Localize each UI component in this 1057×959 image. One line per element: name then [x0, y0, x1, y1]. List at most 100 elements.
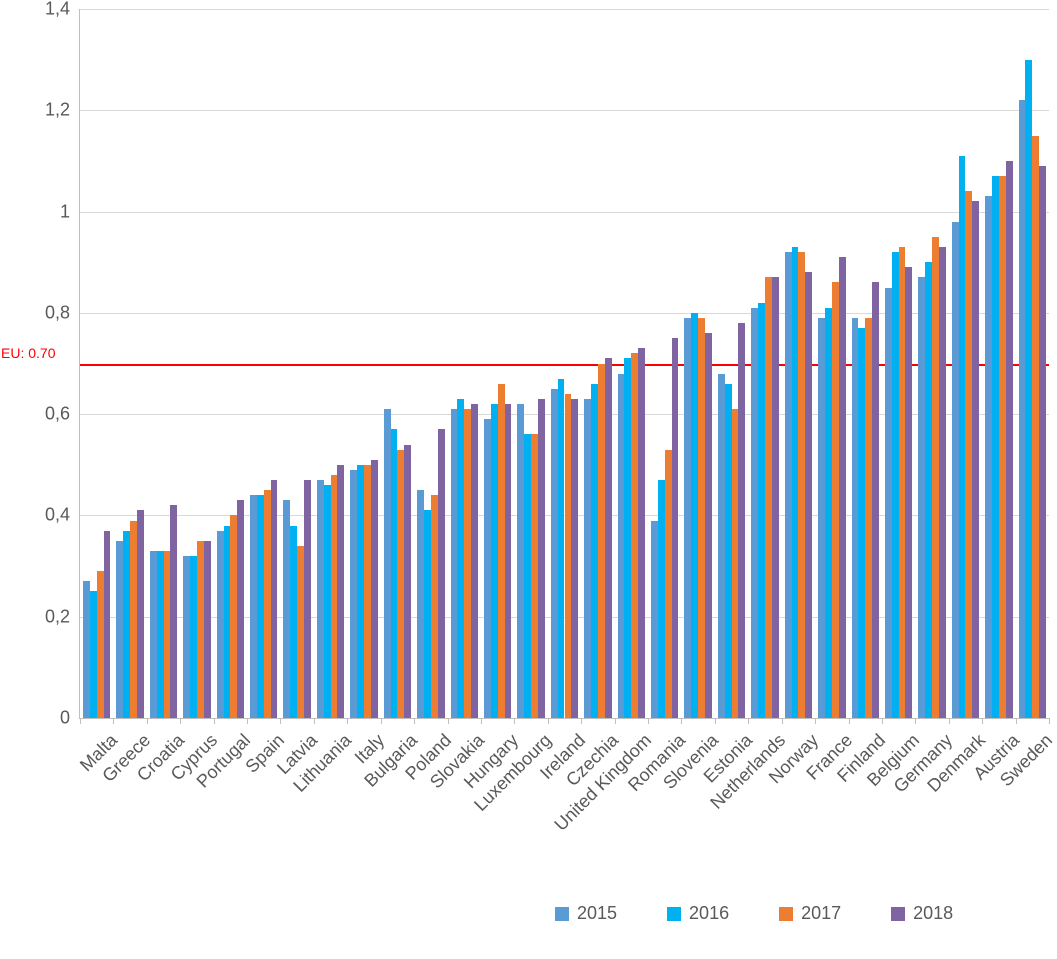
- bar: [424, 510, 431, 718]
- bar: [197, 541, 204, 718]
- xtick-mark: [414, 718, 415, 724]
- legend-label: 2015: [577, 903, 617, 924]
- bar: [1032, 136, 1039, 718]
- gridline: [80, 110, 1049, 111]
- bar: [565, 394, 572, 718]
- bar: [290, 526, 297, 718]
- xtick-mark: [147, 718, 148, 724]
- bar: [183, 556, 190, 718]
- bar: [598, 364, 605, 719]
- bar: [905, 267, 912, 718]
- bar: [97, 571, 104, 718]
- bar: [858, 328, 865, 718]
- ytick-label: 0,6: [25, 404, 70, 425]
- bar: [1025, 60, 1032, 718]
- bar: [551, 389, 558, 718]
- xtick-mark: [514, 718, 515, 724]
- legend-item: 2017: [779, 903, 841, 924]
- bar: [137, 510, 144, 718]
- bar: [832, 282, 839, 718]
- bar: [257, 495, 264, 718]
- bar: [357, 465, 364, 718]
- chart-legend: 2015201620172018: [555, 903, 953, 924]
- bar: [324, 485, 331, 718]
- bar: [123, 531, 130, 718]
- legend-swatch: [779, 907, 793, 921]
- bar: [484, 419, 491, 718]
- bar: [631, 353, 638, 718]
- bar: [505, 404, 512, 718]
- bar: [591, 384, 598, 718]
- bar: [798, 252, 805, 718]
- bar: [792, 247, 799, 718]
- bar: [250, 495, 257, 718]
- bar: [852, 318, 859, 718]
- reference-line-label: EU: 0.70: [1, 345, 55, 361]
- xtick-mark: [815, 718, 816, 724]
- bar: [1019, 100, 1026, 718]
- bar: [397, 450, 404, 718]
- ytick-label: 0,4: [25, 505, 70, 526]
- bar: [83, 581, 90, 718]
- ytick-label: 0: [25, 708, 70, 729]
- bar: [524, 434, 531, 718]
- bar: [190, 556, 197, 718]
- bar: [104, 531, 111, 718]
- bar: [965, 191, 972, 718]
- bar: [224, 526, 231, 718]
- xtick-mark: [949, 718, 950, 724]
- bar: [624, 358, 631, 718]
- xtick-mark: [113, 718, 114, 724]
- bar: [925, 262, 932, 718]
- xtick-mark: [849, 718, 850, 724]
- ytick-label: 1,4: [25, 0, 70, 20]
- bar: [785, 252, 792, 718]
- bar: [571, 399, 578, 718]
- legend-item: 2015: [555, 903, 617, 924]
- ytick-label: 0,8: [25, 302, 70, 323]
- xtick-mark: [548, 718, 549, 724]
- ytick-label: 1,2: [25, 100, 70, 121]
- bar: [331, 475, 338, 718]
- bar: [691, 313, 698, 718]
- bar: [972, 201, 979, 718]
- bar: [718, 374, 725, 718]
- bar: [638, 348, 645, 718]
- bar: [684, 318, 691, 718]
- bar: [885, 288, 892, 718]
- legend-label: 2017: [801, 903, 841, 924]
- bar: [1039, 166, 1046, 718]
- xtick-mark: [280, 718, 281, 724]
- bar: [431, 495, 438, 718]
- bar: [698, 318, 705, 718]
- bar: [237, 500, 244, 718]
- bar: [451, 409, 458, 718]
- legend-swatch: [667, 907, 681, 921]
- xtick-mark: [648, 718, 649, 724]
- bar-chart: 00,20,40,60,811,21,4MaltaGreeceCroatiaCy…: [0, 0, 1057, 959]
- xtick-mark: [581, 718, 582, 724]
- bar: [758, 303, 765, 718]
- bar: [116, 541, 123, 718]
- bar: [417, 490, 424, 718]
- bar: [204, 541, 211, 718]
- bar: [471, 404, 478, 718]
- bar: [725, 384, 732, 718]
- xtick-mark: [314, 718, 315, 724]
- bar: [558, 379, 565, 718]
- bar: [371, 460, 378, 718]
- bar: [337, 465, 344, 718]
- ytick-label: 1: [25, 201, 70, 222]
- bar: [364, 465, 371, 718]
- bar: [805, 272, 812, 718]
- bar: [618, 374, 625, 718]
- bar: [391, 429, 398, 718]
- xtick-mark: [748, 718, 749, 724]
- bar: [230, 515, 237, 718]
- bar: [825, 308, 832, 718]
- bar: [872, 282, 879, 718]
- bar: [732, 409, 739, 718]
- bar: [384, 409, 391, 718]
- legend-swatch: [891, 907, 905, 921]
- bar: [839, 257, 846, 718]
